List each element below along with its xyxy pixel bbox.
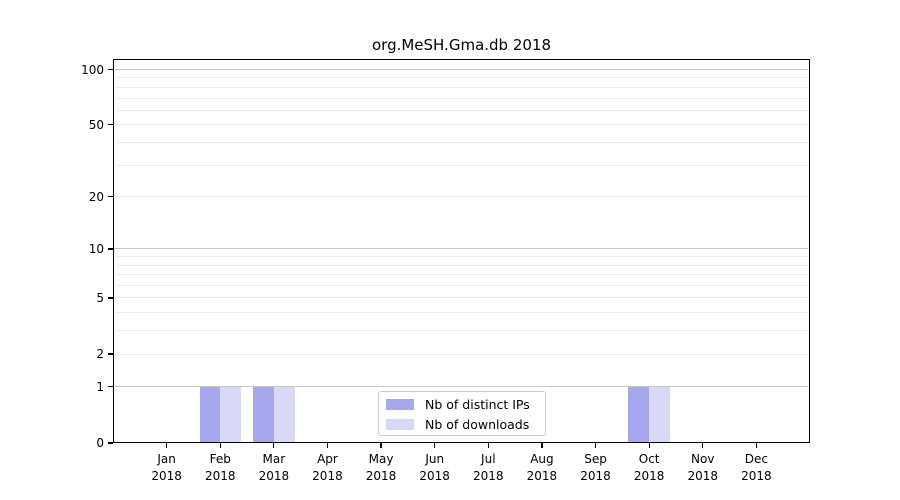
x-tick <box>434 443 436 448</box>
y-gridline-minor <box>114 141 808 143</box>
y-gridline-minor <box>114 274 808 276</box>
x-tick <box>487 443 489 448</box>
bar-nb-of-downloads-oct <box>649 386 670 442</box>
x-tick <box>648 443 650 448</box>
y-gridline-minor <box>114 196 808 198</box>
y-tick <box>108 353 113 355</box>
bar-nb-of-downloads-feb <box>220 386 241 442</box>
x-tick <box>273 443 275 448</box>
y-tick <box>108 442 113 444</box>
y-gridline-minor <box>114 297 808 299</box>
x-tick-label-nov: Nov 2018 <box>687 452 719 483</box>
legend-swatch <box>386 398 414 410</box>
y-tick-label: 5 <box>96 290 104 305</box>
bar-nb-of-distinct-ips-feb <box>199 386 221 442</box>
y-tick-label: 0 <box>96 436 104 450</box>
y-gridline-minor <box>114 124 808 126</box>
x-tick-label-aug: Aug 2018 <box>526 452 558 483</box>
y-gridline-minor <box>114 109 808 111</box>
x-tick-label-sep: Sep 2018 <box>580 452 611 483</box>
y-gridline-minor <box>114 312 808 314</box>
y-gridline-major <box>114 248 808 250</box>
y-gridline-minor <box>114 77 808 79</box>
x-tick-label-jan: Jan 2018 <box>151 452 182 483</box>
legend-item: Nb of distinct IPs <box>379 394 545 414</box>
y-gridline-major <box>114 69 808 70</box>
x-tick <box>219 443 221 448</box>
y-tick <box>108 196 113 198</box>
bar-nb-of-distinct-ips-oct <box>628 386 650 442</box>
y-tick-label: 100 <box>81 62 104 77</box>
x-tick <box>326 443 329 448</box>
x-tick-label-oct: Oct 2018 <box>633 452 665 483</box>
y-gridline-minor <box>114 86 808 88</box>
x-tick-label-apr: Apr 2018 <box>312 452 343 483</box>
y-tick-label: 1 <box>96 379 104 394</box>
y-tick-label: 2 <box>96 347 104 362</box>
y-tick-label: 50 <box>88 117 104 132</box>
x-tick <box>702 443 704 448</box>
x-tick <box>755 443 757 448</box>
y-tick <box>108 68 113 71</box>
y-gridline-minor <box>114 353 808 355</box>
legend-item: Nb of downloads <box>379 414 545 434</box>
x-tick <box>541 443 543 448</box>
x-tick-label-jul: Jul 2018 <box>473 452 504 483</box>
y-tick <box>108 248 113 250</box>
y-tick <box>108 386 113 388</box>
x-tick <box>166 443 168 448</box>
bar-nb-of-distinct-ips-mar <box>253 386 274 442</box>
y-gridline-minor <box>114 264 808 266</box>
x-tick-label-feb: Feb 2018 <box>204 452 236 483</box>
legend: Nb of distinct IPs Nb of downloads <box>378 391 546 436</box>
x-tick <box>594 443 597 448</box>
y-tick-label: 20 <box>88 189 104 204</box>
y-gridline-minor <box>114 97 808 99</box>
chart-title: org.MeSH.Gma.db 2018 <box>371 36 552 54</box>
bar-nb-of-downloads-mar <box>273 386 295 442</box>
y-tick-label: 10 <box>88 241 104 256</box>
y-gridline-minor <box>114 164 808 166</box>
y-gridline-major <box>114 386 808 388</box>
x-tick-label-mar: Mar 2018 <box>258 452 290 483</box>
x-tick-label-dec: Dec 2018 <box>741 452 772 483</box>
y-gridline-minor <box>114 256 808 258</box>
y-tick <box>108 297 113 299</box>
x-tick-label-jun: Jun 2018 <box>419 452 450 483</box>
plot-area <box>113 59 810 443</box>
legend-label: Nb of distinct IPs <box>425 396 530 412</box>
y-gridline-minor <box>114 330 808 332</box>
legend-label: Nb of downloads <box>425 416 530 432</box>
y-tick <box>108 124 113 126</box>
x-tick <box>380 443 382 448</box>
x-tick-label-may: May 2018 <box>365 452 397 483</box>
y-gridline-minor <box>114 285 808 287</box>
legend-swatch <box>386 418 414 430</box>
